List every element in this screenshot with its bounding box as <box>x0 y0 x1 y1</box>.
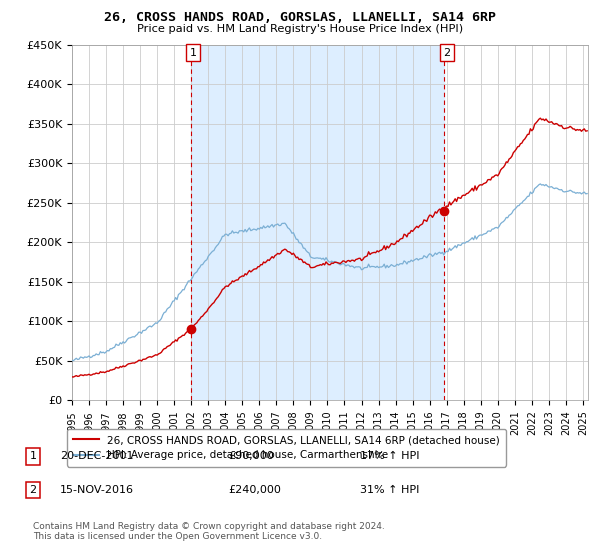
Text: £240,000: £240,000 <box>228 485 281 495</box>
Text: 26, CROSS HANDS ROAD, GORSLAS, LLANELLI, SA14 6RP: 26, CROSS HANDS ROAD, GORSLAS, LLANELLI,… <box>104 11 496 24</box>
Text: 2: 2 <box>29 485 37 495</box>
Text: 31% ↑ HPI: 31% ↑ HPI <box>360 485 419 495</box>
Text: 1: 1 <box>190 48 197 58</box>
Legend: 26, CROSS HANDS ROAD, GORSLAS, LLANELLI, SA14 6RP (detached house), HPI: Average: 26, CROSS HANDS ROAD, GORSLAS, LLANELLI,… <box>67 429 506 466</box>
Text: Price paid vs. HM Land Registry's House Price Index (HPI): Price paid vs. HM Land Registry's House … <box>137 24 463 34</box>
Text: £90,000: £90,000 <box>228 451 274 461</box>
Text: Contains HM Land Registry data © Crown copyright and database right 2024.
This d: Contains HM Land Registry data © Crown c… <box>33 522 385 542</box>
Text: 20-DEC-2001: 20-DEC-2001 <box>60 451 133 461</box>
Bar <box>191 45 445 400</box>
Text: 17% ↑ HPI: 17% ↑ HPI <box>360 451 419 461</box>
Text: 2: 2 <box>443 48 451 58</box>
Text: 15-NOV-2016: 15-NOV-2016 <box>60 485 134 495</box>
Text: 1: 1 <box>29 451 37 461</box>
